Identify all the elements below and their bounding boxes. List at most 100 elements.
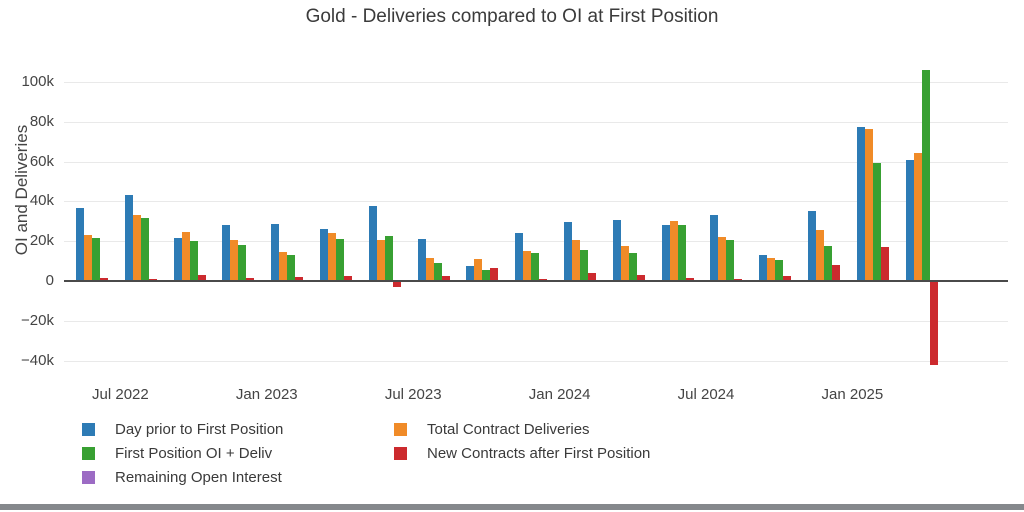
bar xyxy=(726,239,735,281)
y-tick-label: 80k xyxy=(29,112,54,130)
bar xyxy=(824,246,832,281)
bar xyxy=(832,265,840,281)
bar xyxy=(515,232,524,281)
bar xyxy=(710,214,719,281)
bar xyxy=(100,278,108,281)
legend-item[interactable]: Total Contract Deliveries xyxy=(394,421,650,438)
bar xyxy=(677,225,686,281)
bar xyxy=(612,220,621,281)
gridline xyxy=(64,241,1008,243)
legend-item[interactable]: Remaining Open Interest xyxy=(82,469,394,486)
bar xyxy=(490,268,499,281)
bar xyxy=(775,260,784,281)
bar xyxy=(564,221,572,281)
x-tick-label: Jan 2023 xyxy=(235,386,298,403)
bar xyxy=(368,206,377,281)
legend-label: Remaining Open Interest xyxy=(115,469,282,486)
bar xyxy=(148,278,157,281)
bar xyxy=(718,237,727,281)
bar xyxy=(759,255,768,281)
bar xyxy=(189,240,198,281)
legend: Day prior to First Position Total Contrac… xyxy=(82,421,650,486)
bar xyxy=(620,245,629,281)
legend-label: Day prior to First Position xyxy=(115,421,284,438)
bar xyxy=(628,253,637,281)
legend-item[interactable]: New Contracts after First Position xyxy=(394,445,650,462)
legend-label: New Contracts after First Position xyxy=(427,445,651,462)
y-tick-label: −40k xyxy=(21,351,54,369)
bar xyxy=(271,223,280,281)
bar xyxy=(905,159,914,281)
bar xyxy=(295,277,304,281)
bar xyxy=(181,232,190,281)
bar xyxy=(531,253,540,281)
bar xyxy=(441,276,450,281)
x-tick-label: Jan 2024 xyxy=(528,386,591,403)
gridline xyxy=(64,360,1008,362)
bar xyxy=(279,251,288,281)
chart-title: Gold - Deliveries compared to OI at Firs… xyxy=(305,6,719,27)
bar xyxy=(929,281,938,365)
plot-area: 100k 80k 60k 40k 20k 0 −20k −40k Jul 2022 Jan 202… xyxy=(21,69,1008,403)
bar xyxy=(392,281,401,287)
bar xyxy=(685,278,694,281)
bar xyxy=(523,251,532,281)
legend-item[interactable]: Day prior to First Position xyxy=(82,421,394,438)
bar xyxy=(816,229,824,281)
bar xyxy=(384,235,393,281)
y-tick-label: 100k xyxy=(21,73,54,90)
bar xyxy=(173,237,182,281)
bar xyxy=(482,270,491,281)
y-tick-label: −20k xyxy=(21,311,54,329)
legend-swatch xyxy=(82,471,95,484)
y-tick-label: 20k xyxy=(29,232,54,250)
bar xyxy=(808,210,816,281)
y-tick-label: 40k xyxy=(29,192,54,210)
bar xyxy=(661,224,670,281)
bar xyxy=(124,194,133,281)
bar xyxy=(913,153,922,281)
x-tick-label: Jan 2025 xyxy=(821,386,884,403)
bar xyxy=(856,126,865,281)
x-axis-zero-line xyxy=(64,280,1008,282)
legend-label: Total Contract Deliveries xyxy=(427,421,590,438)
gridline xyxy=(64,82,1008,83)
bar xyxy=(636,274,645,281)
legend-label: First Position OI + Deliv xyxy=(115,445,273,462)
bar xyxy=(466,265,475,281)
legend-swatch xyxy=(82,447,95,460)
bar xyxy=(425,257,434,281)
bar xyxy=(222,225,231,281)
bar xyxy=(921,69,930,281)
bar xyxy=(376,240,385,281)
bar xyxy=(433,262,442,281)
gridline xyxy=(64,320,1008,322)
y-tick-label: 60k xyxy=(29,152,54,170)
bar xyxy=(474,259,483,281)
x-tick-label: Jul 2023 xyxy=(384,386,442,403)
bar xyxy=(580,250,588,281)
bar xyxy=(328,233,336,281)
bar xyxy=(588,273,596,281)
bar xyxy=(238,244,247,281)
bar xyxy=(92,238,100,281)
x-tick-label: Jul 2024 xyxy=(677,386,735,403)
bar xyxy=(76,208,84,281)
bar xyxy=(84,234,92,281)
bar xyxy=(572,240,580,281)
legend-item[interactable]: First Position OI + Deliv xyxy=(82,445,394,462)
gridline xyxy=(64,161,1008,163)
gridline xyxy=(64,121,1008,123)
bar xyxy=(880,247,889,281)
bar xyxy=(197,275,206,281)
bar xyxy=(669,220,678,281)
bar xyxy=(344,275,352,281)
bottom-scrollbar xyxy=(0,504,1024,510)
bar xyxy=(246,277,255,281)
bar xyxy=(872,163,881,281)
legend-swatch xyxy=(394,447,407,460)
bar xyxy=(230,240,239,281)
y-tick-label: 0 xyxy=(45,272,54,289)
bar xyxy=(320,228,328,281)
